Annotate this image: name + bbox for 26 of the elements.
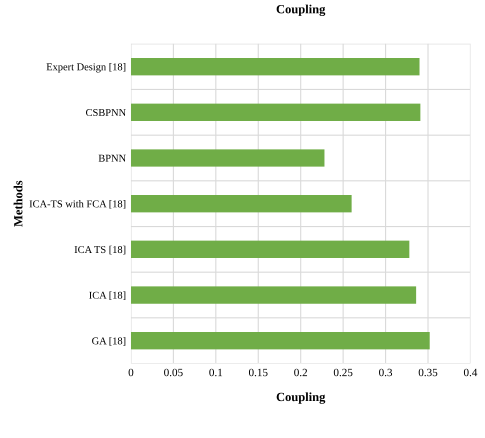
x-tick-label: 0: [128, 368, 134, 376]
x-tick-label: 0.4: [464, 368, 478, 376]
bar: [130, 58, 420, 76]
y-tick-label: Expert Design [18]: [46, 63, 126, 72]
bar: [130, 194, 352, 212]
x-tick-label: 0.3: [379, 368, 392, 376]
x-tick-label: 0.05: [164, 368, 183, 376]
y-tick-label: GA [18]: [92, 337, 126, 346]
y-tick-label: ICA TS [18]: [74, 246, 126, 254]
bar: [130, 240, 410, 258]
bar: [130, 104, 420, 121]
x-tick-label: 0.1: [209, 368, 222, 376]
x-axis-title: Coupling: [276, 392, 326, 404]
y-tick-label: ICA [18]: [89, 291, 126, 300]
x-tick-label: 0.25: [334, 368, 352, 376]
x-tick-label: 0.35: [418, 368, 438, 376]
y-axis-title: Methods: [14, 180, 22, 227]
bar: [130, 149, 324, 167]
chart-title: Coupling: [276, 4, 326, 16]
x-tick-label: 0.15: [248, 368, 268, 376]
y-tick-label: CSBPNN: [86, 109, 126, 116]
bar: [130, 332, 430, 350]
y-tick-label: ICA-TS with FCA [18]: [30, 200, 126, 209]
y-tick-label: BPNN: [98, 154, 126, 162]
bar: [130, 286, 416, 304]
x-tick-label: 0.2: [294, 368, 308, 376]
